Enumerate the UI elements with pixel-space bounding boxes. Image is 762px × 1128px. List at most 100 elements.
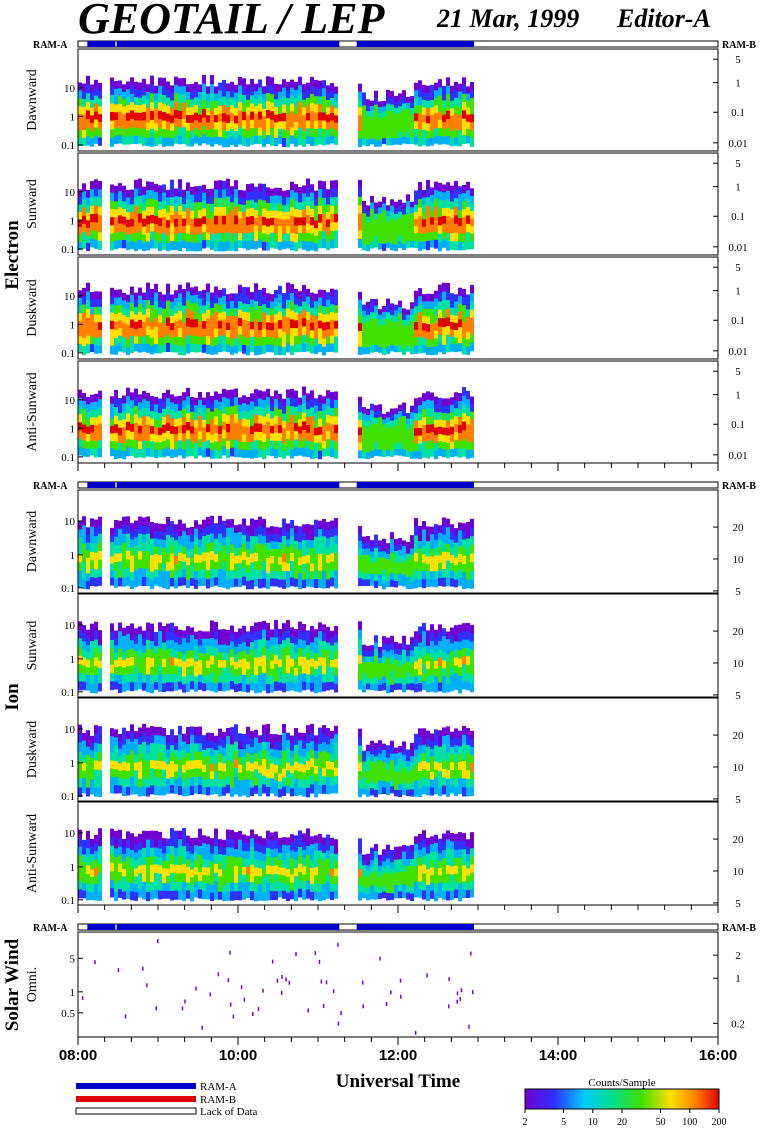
spectrogram-cell — [122, 114, 126, 123]
spectrogram-cell — [442, 577, 446, 587]
spectrogram-cell — [202, 749, 206, 758]
spectrogram-cell — [462, 345, 466, 355]
spectrogram-cell — [202, 134, 206, 144]
spectrogram-cell — [222, 88, 226, 98]
spectrogram-cell — [122, 542, 126, 553]
spectrogram-cell — [170, 737, 174, 746]
spectrogram-cell — [134, 643, 138, 652]
spectrogram-cell — [270, 323, 274, 331]
spectrogram-cell — [294, 320, 298, 329]
spectrogram-cell — [162, 294, 166, 303]
spectrogram-cell — [170, 130, 174, 139]
spectrogram-cell — [190, 186, 194, 196]
left-tick-label: 0.1 — [61, 244, 75, 256]
spectrogram-cell — [374, 318, 378, 326]
spectrogram-cell — [398, 677, 402, 684]
spectrogram-cell — [394, 443, 398, 450]
spectrogram-cell — [78, 742, 82, 753]
spectrogram-cell — [114, 578, 118, 588]
spectrogram-cell — [378, 563, 382, 570]
spectrogram-cell — [78, 751, 82, 761]
spectrogram-cell — [306, 637, 310, 646]
spectrogram-cell — [402, 116, 406, 124]
spectrogram-cell — [318, 136, 322, 145]
spectrogram-cell — [394, 345, 398, 353]
spectrogram-cell — [138, 550, 142, 560]
spectrogram-cell — [434, 223, 438, 233]
spectrogram-cell — [90, 560, 94, 570]
spectrogram-cell — [166, 212, 170, 221]
spectrogram-cell — [138, 568, 142, 578]
spectrogram-cell — [286, 414, 290, 423]
spectrogram-cell — [126, 128, 130, 137]
spectrogram-cell — [262, 518, 266, 529]
spectrogram-cell — [218, 551, 222, 561]
spectrogram-cell — [218, 682, 222, 691]
spectrogram-cell — [274, 526, 278, 535]
spectrogram-cell — [86, 84, 90, 94]
spectrogram-cell — [154, 344, 158, 354]
spectrogram-cell — [82, 665, 86, 675]
spectrogram-cell — [398, 436, 402, 444]
spectrogram-cell — [170, 179, 174, 189]
spectrogram-cell — [442, 100, 446, 109]
spectrogram-cell — [374, 430, 378, 438]
spectrogram-cell — [446, 654, 450, 663]
spectrogram-cell — [438, 397, 442, 406]
spectrogram-cell — [186, 84, 190, 93]
spectrogram-cell — [406, 582, 410, 590]
spectrogram-cell — [138, 657, 142, 666]
spectrogram-cell — [114, 398, 118, 408]
spectrogram-cell — [306, 296, 310, 305]
spectrogram-cell — [310, 634, 314, 643]
spectrogram-cell — [374, 649, 378, 657]
spectrogram-cell — [358, 638, 362, 648]
spectrogram-cell — [314, 293, 318, 302]
spectrogram-cell — [202, 83, 206, 93]
spectrogram-cell — [330, 304, 334, 313]
spectrogram-cell — [294, 533, 298, 542]
spectrogram-cell — [250, 336, 254, 345]
spectrogram-cell — [126, 413, 130, 423]
spectrogram-cell — [122, 322, 126, 331]
spectrogram-cell — [270, 676, 274, 685]
spectrogram-cell — [158, 648, 162, 658]
panel-label: Sunward — [25, 179, 40, 229]
spectrogram-cell — [126, 302, 130, 311]
spectrogram-cell — [290, 682, 294, 691]
spectrogram-cell — [298, 779, 302, 788]
spectrogram-cell — [78, 664, 82, 674]
spectrogram-cell — [422, 189, 426, 198]
spectrogram-cell — [166, 326, 170, 335]
spectrogram-cell — [158, 398, 162, 407]
spectrogram-cell — [370, 106, 374, 112]
spectrogram-cell — [458, 417, 462, 426]
spectrogram-cell — [90, 314, 94, 323]
spectrogram-cell — [210, 128, 214, 138]
spectrogram-cell — [294, 328, 298, 337]
spectrogram-cell — [386, 117, 390, 125]
spectrogram-cell — [178, 188, 182, 198]
spectrogram-cell — [282, 398, 286, 407]
spectrogram-cell — [182, 630, 186, 639]
spectrogram-cell — [138, 626, 142, 635]
spectrogram-cell — [306, 440, 310, 450]
spectrogram-cell — [262, 758, 266, 768]
spectrogram-cell — [450, 115, 454, 124]
spectrogram-cell — [394, 653, 398, 661]
spectrogram-cell — [390, 117, 394, 126]
spectrogram-cell — [98, 180, 102, 191]
panel-label: Anti-Sunward — [25, 372, 40, 451]
spectrogram-cell — [198, 328, 202, 338]
spectrogram-cell — [234, 315, 238, 324]
spectrogram-cell — [378, 540, 382, 547]
spectrogram-cell — [286, 438, 290, 448]
spectrogram-cell — [370, 111, 374, 118]
spectrogram-cell — [366, 415, 370, 422]
spectrogram-cell — [374, 139, 378, 147]
spectrogram-cell — [310, 192, 314, 202]
spectrogram-cell — [274, 449, 278, 459]
spectrogram-cell — [274, 218, 278, 227]
spectrogram-cell — [326, 626, 330, 636]
spectrogram-cell — [214, 286, 218, 296]
